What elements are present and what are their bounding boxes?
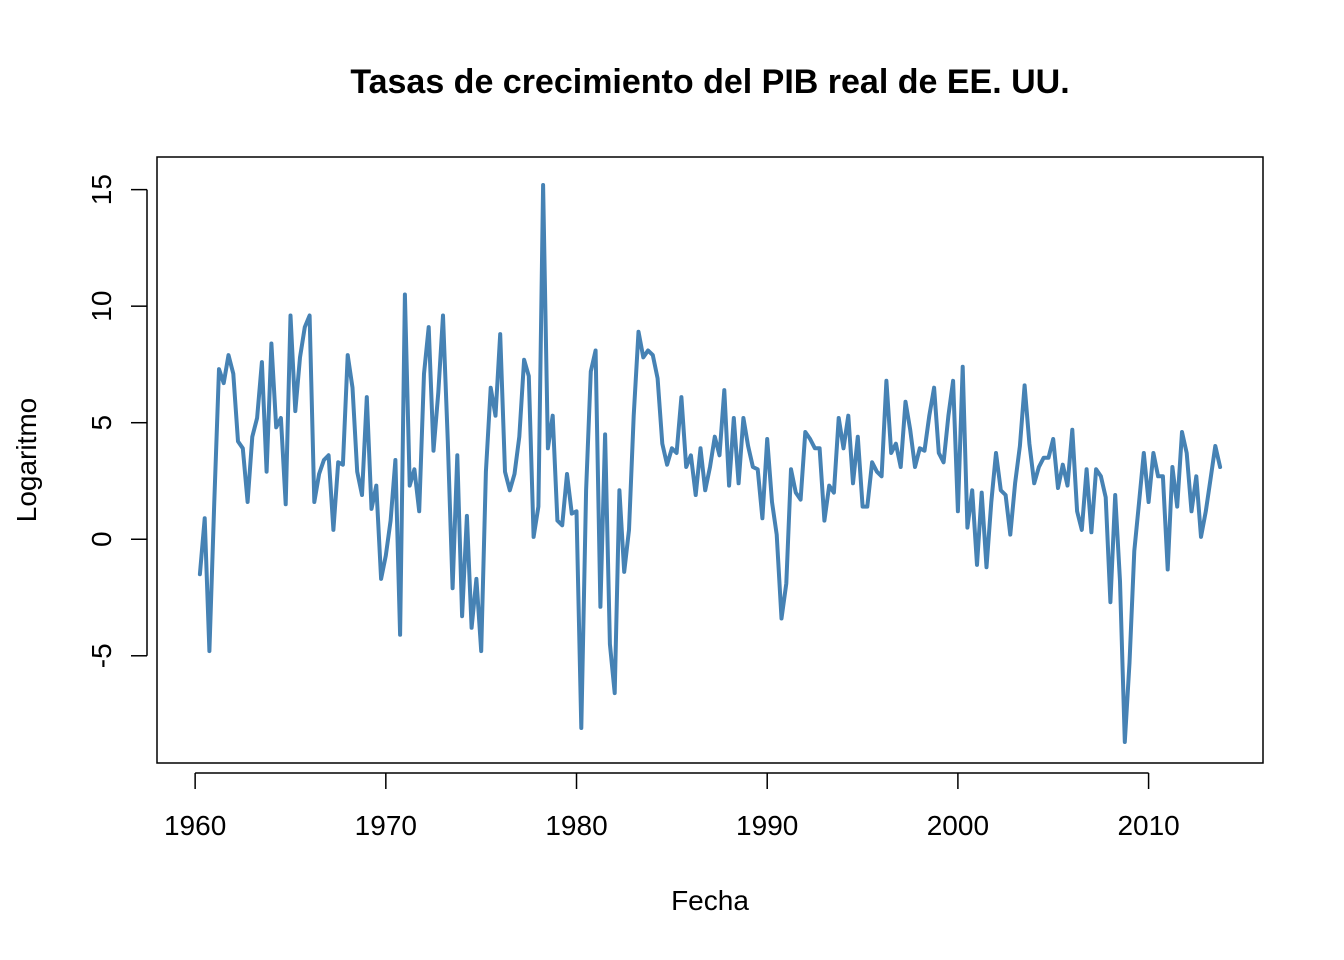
x-tick-label: 2000 bbox=[927, 810, 989, 841]
y-tick-label: 10 bbox=[86, 291, 117, 322]
y-axis-label: Logaritmo bbox=[11, 398, 42, 523]
x-tick-label: 2010 bbox=[1117, 810, 1179, 841]
series-line bbox=[197, 183, 1223, 744]
x-axis-label: Fecha bbox=[671, 885, 749, 916]
chart-title: Tasas de crecimiento del PIB real de EE.… bbox=[350, 63, 1069, 101]
y-tick-label: 5 bbox=[86, 415, 117, 431]
y-tick-label: 15 bbox=[86, 174, 117, 205]
x-tick-label: 1960 bbox=[164, 810, 226, 841]
x-tick-label: 1980 bbox=[545, 810, 607, 841]
plot-frame bbox=[156, 156, 1264, 764]
x-tick-label: 1990 bbox=[736, 810, 798, 841]
y-tick-label: 0 bbox=[86, 531, 117, 547]
x-axis: 1960 1970 1980 1990 2000 2010 bbox=[164, 772, 1180, 841]
y-axis: -5 0 5 10 15 bbox=[86, 174, 148, 668]
x-tick-label: 1970 bbox=[355, 810, 417, 841]
y-tick-label: -5 bbox=[86, 643, 117, 668]
